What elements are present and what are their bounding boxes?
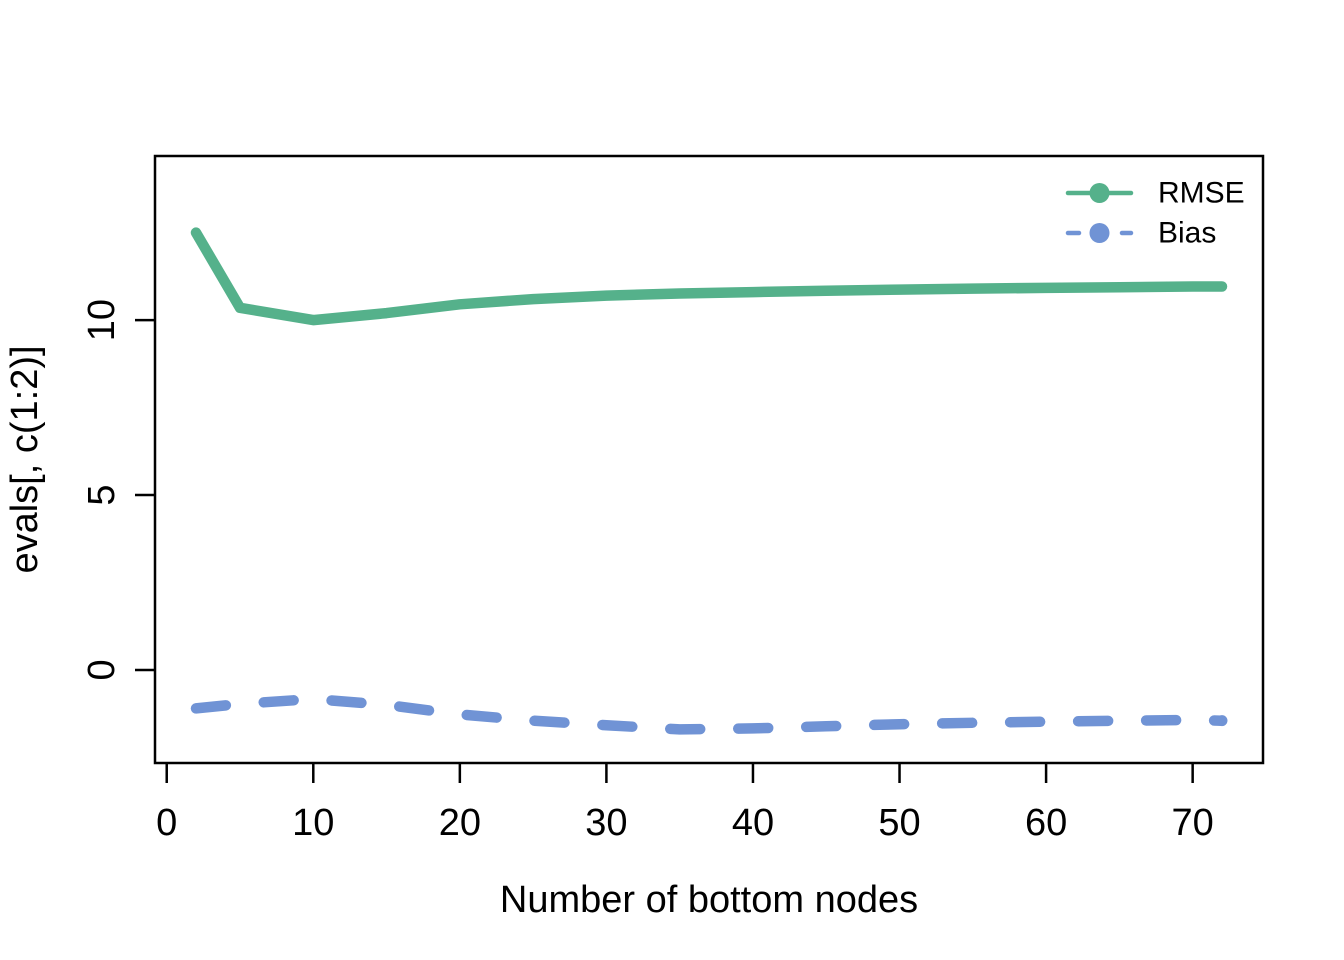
x-tick-label: 10 xyxy=(292,802,334,844)
x-tick-label: 50 xyxy=(878,802,920,844)
x-tick-label: 40 xyxy=(732,802,774,844)
bias-line xyxy=(190,693,1228,735)
x-tick-label: 70 xyxy=(1172,802,1214,844)
legend-item-bias: Bias xyxy=(1065,217,1216,250)
x-tick-label: 30 xyxy=(585,802,627,844)
x-tick-label: 20 xyxy=(439,802,481,844)
x-tick-label: 0 xyxy=(156,802,177,844)
legend-point-marker xyxy=(1089,223,1110,243)
y-tick-label: 0 xyxy=(81,659,123,680)
legend-label: Bias xyxy=(1158,217,1216,250)
legend: RMSE Bias xyxy=(1065,177,1245,250)
y-axis-title: evals[, c(1:2)] xyxy=(4,345,46,573)
y-tick-label: 10 xyxy=(81,299,123,341)
y-tick-label: 5 xyxy=(81,484,123,505)
x-axis-title: Number of bottom nodes xyxy=(500,879,918,921)
rmse-line xyxy=(190,227,1228,326)
y-axis: 0 5 10 xyxy=(81,299,155,681)
plot-box xyxy=(153,154,1265,765)
x-axis: 0 10 20 30 40 50 60 70 xyxy=(156,763,1214,844)
legend-item-rmse: RMSE xyxy=(1065,177,1245,210)
legend-point-marker xyxy=(1089,183,1110,203)
bias-end-dot xyxy=(1216,715,1228,727)
legend-label: RMSE xyxy=(1158,177,1245,210)
x-tick-label: 60 xyxy=(1025,802,1067,844)
